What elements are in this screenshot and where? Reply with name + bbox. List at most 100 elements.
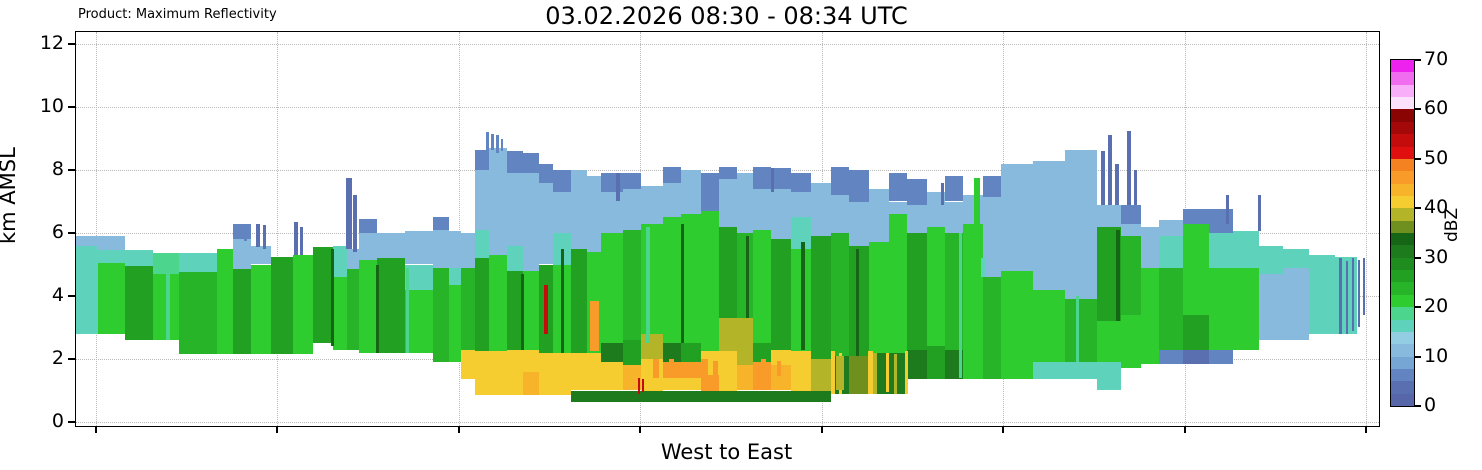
reflectivity-column-segment (1159, 220, 1183, 237)
reflectivity-column-segment (98, 262, 125, 334)
reflectivity-column-segment (681, 170, 701, 215)
x-axis-tick (1002, 426, 1004, 433)
reflectivity-column-segment (811, 359, 831, 391)
reflectivity-column-segment (623, 340, 641, 366)
reflectivity-stripe (1363, 258, 1365, 315)
reflectivity-column-segment (681, 214, 701, 344)
reflectivity-column-segment (811, 182, 831, 237)
colorbar-segment (1391, 71, 1414, 85)
reflectivity-column-segment (791, 351, 811, 391)
reflectivity-column-segment (523, 270, 539, 350)
colorbar-segment (1391, 59, 1414, 73)
reflectivity-column-segment (489, 351, 507, 396)
reflectivity-stripe (856, 248, 859, 356)
reflectivity-stripe (1352, 258, 1354, 331)
reflectivity-column-segment (1065, 362, 1097, 380)
reflectivity-column-segment (475, 351, 489, 396)
y-axis-tick (68, 106, 75, 108)
colorbar-segment (1391, 281, 1414, 295)
reflectivity-column-segment (179, 253, 217, 273)
reflectivity-column-segment (1159, 236, 1183, 268)
reflectivity-column-segment (641, 359, 663, 391)
reflectivity-column-segment (945, 201, 963, 233)
reflectivity-column-segment (76, 236, 98, 246)
reflectivity-column-segment (333, 245, 347, 278)
reflectivity-column-segment (945, 349, 963, 380)
reflectivity-stripe (681, 223, 684, 344)
reflectivity-stripe (1101, 151, 1105, 205)
reflectivity-column-segment (1309, 255, 1335, 334)
reflectivity-column-segment (663, 390, 681, 402)
reflectivity-column-segment (475, 258, 489, 352)
reflectivity-stripe (1134, 170, 1137, 205)
reflectivity-column-segment (623, 229, 641, 341)
colorbar-segment (1391, 96, 1414, 110)
reflectivity-stripe (836, 355, 844, 391)
reflectivity-column-segment (1141, 267, 1159, 365)
reflectivity-column-segment (907, 233, 927, 350)
reflectivity-column-segment (811, 390, 831, 402)
reflectivity-column-segment (907, 179, 927, 205)
y-axis-tick-label: 12 (39, 32, 64, 54)
reflectivity-column-segment (753, 188, 771, 230)
reflectivity-column-segment (1159, 349, 1183, 365)
colorbar-segment (1391, 269, 1414, 283)
reflectivity-column-segment (347, 248, 359, 270)
reflectivity-column-segment (433, 217, 449, 230)
reflectivity-stripe (1108, 135, 1112, 205)
reflectivity-stripe (256, 223, 260, 248)
reflectivity-column-segment (719, 166, 737, 180)
reflectivity-column-segment (849, 355, 869, 394)
reflectivity-column-segment (791, 192, 811, 218)
reflectivity-column-segment (571, 248, 587, 353)
reflectivity-stripe (646, 226, 650, 344)
reflectivity-stripe (653, 359, 659, 378)
reflectivity-column-segment (1033, 362, 1065, 380)
reflectivity-column-segment (571, 390, 587, 402)
reflectivity-column-segment (333, 264, 347, 350)
reflectivity-stripe (501, 138, 503, 152)
reflectivity-column-segment (539, 352, 553, 396)
reflectivity-stripe (244, 225, 247, 241)
reflectivity-column-segment (601, 233, 623, 344)
x-axis-tick (1184, 426, 1186, 433)
grid-line-vertical (1366, 32, 1367, 426)
reflectivity-column-segment (701, 210, 719, 352)
reflectivity-stripe (1258, 195, 1261, 232)
reflectivity-column-segment (405, 289, 433, 353)
reflectivity-stripe (331, 248, 334, 347)
y-axis-tick-label: 8 (51, 158, 64, 180)
reflectivity-column-segment (1183, 223, 1209, 315)
plot-area (75, 31, 1380, 427)
reflectivity-column-segment (475, 170, 489, 230)
y-axis-tick (68, 169, 75, 171)
reflectivity-column-segment (719, 390, 737, 402)
x-axis-tick (276, 426, 278, 433)
reflectivity-column-segment (771, 365, 791, 391)
reflectivity-stripe (544, 284, 548, 334)
reflectivity-stripe (701, 359, 708, 378)
colorbar-segment (1391, 121, 1414, 135)
reflectivity-column-segment (701, 374, 719, 391)
colorbar-tick (1415, 157, 1421, 160)
colorbar-segment (1391, 306, 1414, 320)
reflectivity-column-segment (1283, 248, 1309, 268)
reflectivity-column-segment (663, 166, 681, 183)
reflectivity-stripe (406, 267, 409, 353)
reflectivity-stripe (346, 177, 352, 249)
reflectivity-column-segment (475, 229, 489, 259)
reflectivity-stripe (561, 248, 564, 353)
reflectivity-column-segment (753, 166, 771, 189)
reflectivity-column-segment (641, 185, 663, 224)
reflectivity-column-segment (927, 226, 945, 347)
reflectivity-column-segment (461, 349, 475, 380)
reflectivity-stripe (746, 236, 749, 319)
reflectivity-column-segment (507, 245, 523, 271)
reflectivity-column-segment (983, 176, 1001, 197)
reflectivity-stripe (899, 214, 903, 353)
colorbar-segment (1391, 368, 1414, 382)
reflectivity-column-segment (701, 173, 719, 211)
reflectivity-column-segment (293, 255, 313, 355)
reflectivity-column-segment (1259, 273, 1283, 341)
reflectivity-stripe (491, 133, 494, 150)
